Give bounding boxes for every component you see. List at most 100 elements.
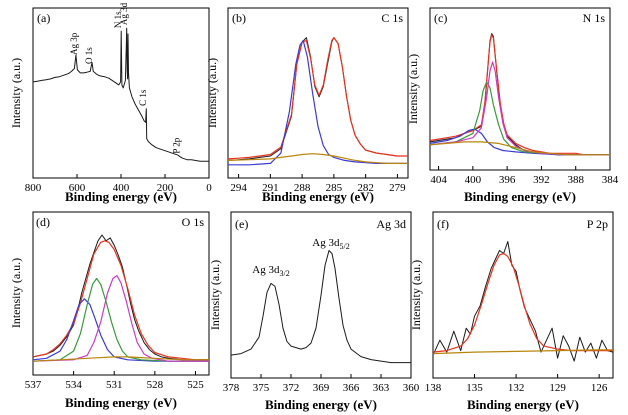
panel-c-xtick-label-1: 400 [465,174,482,186]
panel-d: (d) O 1s Intensity (a.u.) Binding energy… [9,211,210,410]
panel-d-series-background-5 [32,356,209,362]
panel-c-frame [429,7,611,171]
panel-a-tick-labels: 800 600 400 200 0 [25,182,213,194]
panel-a-annotation-3: Ag 3d [119,2,129,25]
panel-f-tick-labels: 138 135 132 129 126 [425,382,608,394]
panel-d-label: (d) [36,215,50,229]
panel-a-xlabel: Binding energy (eV) [65,189,177,204]
panel-f-frame [432,211,614,379]
panel-b-xtick-label-0: 294 [230,182,247,194]
panel-f-label: (f) [437,217,449,231]
panel-d-frame [32,211,210,376]
panel-d-title: O 1s [182,215,205,229]
panel-b-tick-labels: 294 291 288 285 282 279 [230,182,406,194]
panel-d-xtick-label-2: 531 [106,379,123,391]
panel-e-series-raw-0 [230,250,411,364]
panel-b-series-raw-0 [227,37,408,161]
panel-b-series-blue-2 [228,40,408,166]
panel-d-xtick-label-3: 528 [147,379,164,391]
panel-b-frame [227,7,409,179]
panel-f-xtick-label-0: 138 [425,382,442,394]
panel-b-xtick-label-4: 282 [357,182,374,194]
panel-d-tick-labels: 537 534 531 528 525 [25,379,204,391]
panel-b-series-fit-1 [227,37,408,160]
panel-b-xtick-label-2: 288 [294,182,311,194]
panel-c-label: (c) [434,11,447,25]
panel-c-tick-labels: 404 400 396 392 388 384 [430,174,618,186]
panel-e-xtick-label-0: 378 [223,382,240,394]
panel-d-series-blue-2 [32,298,209,362]
panel-a-xtick-label-2: 400 [113,182,130,194]
panel-f-xlabel: Binding energy (eV) [467,397,579,412]
panel-e-ticks [230,374,412,378]
panel-a: (a) Intensity (a.u.) Binding energy (eV)… [9,2,212,204]
panel-e-series [230,250,411,364]
panel-b-xlabel: Binding energy (eV) [262,189,374,204]
panel-a-xtick-label-3: 200 [157,182,174,194]
panel-f-xtick-label-3: 129 [549,382,566,394]
panel-d-series-green-3 [32,277,209,362]
panel-d-ticks [32,371,196,375]
panel-b-ticks [238,174,398,178]
panel-b-label: (b) [232,11,246,25]
panel-f-series-fit-1 [432,252,613,353]
panel-c-xtick-label-2: 396 [499,174,516,186]
panel-a-xtick-label-1: 600 [69,182,86,194]
panel-b: (b) C 1s Intensity (a.u.) Binding energy… [205,7,409,204]
panel-b-title: C 1s [381,11,403,25]
panel-a-xtick-label-4: 0 [206,182,212,194]
panel-a-ylabel: Intensity (a.u.) [9,58,23,128]
panel-a-ticks [32,174,210,178]
panel-f-series-background-2 [432,349,613,355]
panel-c: (c) N 1s Intensity (a.u.) Binding energy… [406,7,619,204]
panel-f-ylabel: Intensity (a.u.) [409,260,423,330]
panel-c-series-fit-1 [429,34,610,156]
panel-d-series-magenta-4 [32,275,209,362]
panel-c-xlabel: Binding energy (eV) [464,189,576,204]
panel-a-annotation-0: Ag 3p [69,32,79,55]
panel-a-annotation-2: N 1s [113,11,123,28]
panel-a-series-raw-0 [32,27,209,162]
panel-e-xtick-label-5: 363 [373,382,390,394]
panel-e-xtick-label-6: 360 [403,382,420,394]
panel-b-xtick-label-3: 285 [326,182,343,194]
panel-b-xtick-label-1: 291 [262,182,279,194]
panel-a-annotation-5: P 2p [172,137,182,153]
panel-a-xtick-label-0: 800 [25,182,42,194]
panel-e-ylabel: Intensity (a.u.) [208,260,222,330]
panel-f-series [432,241,614,362]
panel-b-xtick-label-5: 279 [389,182,406,194]
panel-c-xtick-label-4: 388 [567,174,584,186]
panel-b-ylabel: Intensity (a.u.) [205,58,219,128]
panel-e-title: Ag 3d [376,217,406,231]
panel-a-series [32,27,209,162]
panel-b-series [227,37,408,166]
panel-c-series-green-3 [429,81,610,156]
panel-c-xtick-label-0: 404 [430,174,447,186]
panel-f-xtick-label-2: 132 [508,382,525,394]
panel-c-ylabel: Intensity (a.u.) [406,54,420,124]
panel-e-xtick-label-4: 366 [343,382,360,394]
panel-d-ylabel: Intensity (a.u.) [9,258,23,328]
panel-d-xlabel: Binding energy (eV) [65,395,177,410]
panel-f-xtick-label-4: 126 [591,382,608,394]
panel-e-xtick-label-1: 375 [253,382,270,394]
panel-c-ticks [438,166,611,170]
panel-d-series-raw-0 [32,234,209,361]
panel-f: (f) P 2p Intensity (a.u.) Binding energy… [409,211,614,412]
panel-c-series [429,33,610,156]
panel-f-xtick-label-1: 135 [466,382,483,394]
panel-d-xtick-label-4: 525 [187,379,204,391]
panel-c-xtick-label-3: 392 [533,174,550,186]
panel-e-tick-labels: 378 375 372 369 366 363 360 [223,382,420,394]
panel-e-annotations: Ag 3d3/2 Ag 3d5/2 [252,237,349,278]
panel-e-annotation-0: Ag 3d3/2 [252,264,289,278]
panel-e-xtick-label-2: 372 [283,382,300,394]
panel-c-series-background-5 [429,141,610,156]
panel-b-series-background-3 [227,153,408,164]
panel-e-annotation-1: Ag 3d5/2 [312,237,349,251]
panel-c-title: N 1s [583,11,606,25]
panel-d-series [32,234,209,362]
